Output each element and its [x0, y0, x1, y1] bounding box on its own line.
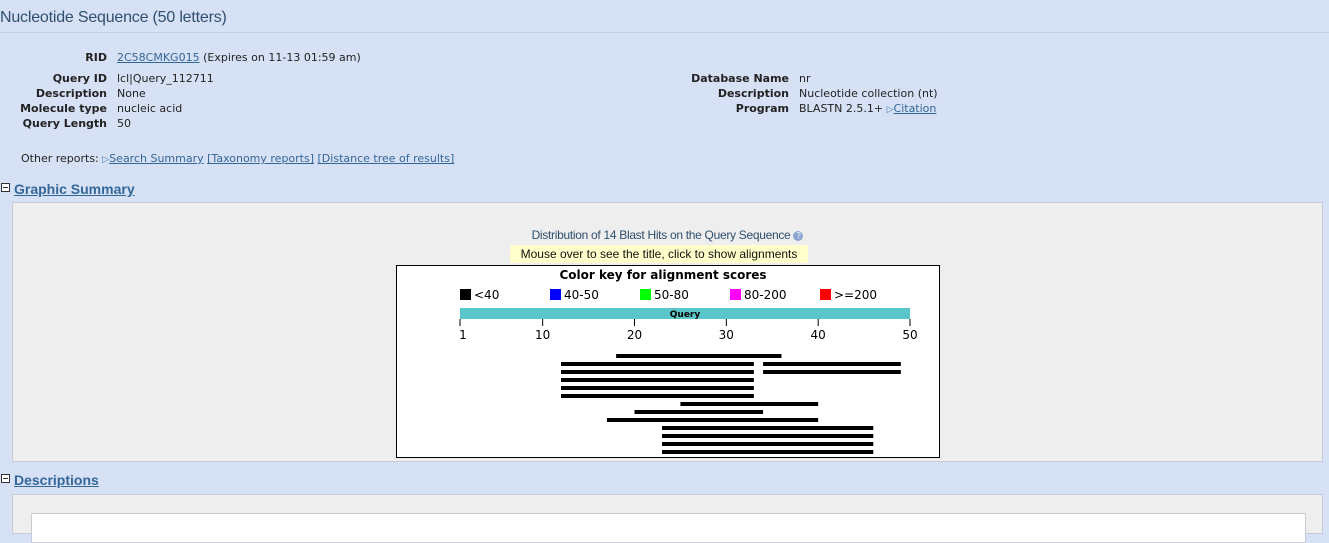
triangle-right-icon: ▷ [102, 155, 110, 165]
query-bar[interactable] [460, 308, 910, 319]
molecule-type-label: Molecule type [20, 102, 107, 115]
axis-tick-label: 10 [535, 328, 550, 342]
rid-link[interactable]: 2C58CMKG015 [117, 51, 200, 64]
alignment-hit-bar[interactable] [662, 434, 874, 438]
db-description-label: Description [717, 87, 789, 100]
color-key-label: 50-80 [654, 288, 689, 302]
query-bar-label: Query [670, 310, 701, 320]
alignment-hit-bar[interactable] [763, 370, 901, 374]
alignment-hit-bar[interactable] [561, 378, 754, 382]
program-value: BLASTN 2.5.1+ ▷Citation [799, 101, 936, 118]
triangle-right-icon: ▷ [886, 105, 894, 115]
color-key-swatch [550, 289, 561, 300]
color-key-label: 80-200 [744, 288, 787, 302]
database-name-value: nr [799, 72, 811, 85]
alignment-hit-bar[interactable] [561, 386, 754, 390]
taxonomy-reports-link[interactable]: [Taxonomy reports] [207, 152, 315, 165]
description-label: Description [35, 87, 107, 100]
descriptions-toggle[interactable]: Descriptions [14, 472, 99, 488]
axis-tick-label: 20 [627, 328, 642, 342]
alignment-hit-bar[interactable] [680, 402, 819, 406]
other-reports: Other reports: ▷Search Summary [Taxonomy… [21, 152, 454, 165]
axis-tick-label: 1 [459, 328, 467, 342]
color-key-label: >=200 [834, 288, 877, 302]
alignment-hit-bar[interactable] [561, 362, 754, 366]
alignment-chart: Color key for alignment scores <40 40-50 5… [396, 265, 940, 458]
alignment-hit-bar[interactable] [561, 394, 754, 398]
program-name: BLASTN 2.5.1+ [799, 102, 884, 115]
collapse-minus-icon[interactable] [1, 183, 10, 192]
axis-tick-label: 40 [811, 328, 826, 342]
mouse-over-hint: Mouse over to see the title, click to sh… [510, 245, 808, 263]
axis-tick-label: 30 [719, 328, 734, 342]
color-key-label: <40 [474, 288, 499, 302]
distance-tree-link[interactable]: [Distance tree of results] [317, 152, 455, 165]
alignment-hit-bar[interactable] [662, 442, 874, 446]
axis-tick-label: 50 [902, 328, 917, 342]
rid-label: RID [85, 51, 107, 64]
alignment-chart-svg: Color key for alignment scores <40 40-50 5… [459, 268, 918, 454]
program-label: Program [735, 102, 789, 115]
color-key-swatch [820, 289, 831, 300]
graphic-summary-toggle[interactable]: Graphic Summary [14, 181, 135, 197]
rid-value: 2C58CMKG015 (Expires on 11-13 01:59 am) [117, 50, 361, 65]
rid-expires: (Expires on 11-13 01:59 am) [203, 51, 361, 64]
collapse-minus-icon[interactable] [1, 474, 10, 483]
alignment-hit-bar[interactable] [662, 450, 874, 454]
help-icon[interactable]: ? [793, 230, 804, 241]
citation-link[interactable]: Citation [893, 102, 937, 115]
query-id-value: lcl|Query_112711 [117, 72, 214, 85]
query-id-label: Query ID [52, 72, 107, 85]
search-summary-link[interactable]: Search Summary [109, 152, 204, 165]
alignment-hit-bar[interactable] [561, 370, 754, 374]
color-key-label: 40-50 [564, 288, 599, 302]
alignment-hit-bar[interactable] [634, 410, 764, 414]
graphic-heading: Distribution of 14 Blast Hits on the Que… [13, 228, 1322, 242]
query-length-label: Query Length [22, 117, 107, 130]
color-key-swatch [640, 289, 651, 300]
alignment-hit-bar[interactable] [606, 418, 819, 422]
alignment-hit-bar[interactable] [763, 362, 901, 366]
alignment-hit-bar[interactable] [616, 354, 782, 358]
database-name-label: Database Name [691, 72, 789, 85]
graphic-summary-panel: Distribution of 14 Blast Hits on the Que… [12, 202, 1323, 462]
color-key-swatch [730, 289, 741, 300]
molecule-type-value: nucleic acid [117, 102, 183, 115]
db-description-value: Nucleotide collection (nt) [799, 87, 938, 100]
alignment-hit-bar[interactable] [662, 426, 874, 430]
descriptions-table [31, 513, 1306, 543]
other-reports-label: Other reports: [21, 152, 99, 165]
descriptions-panel [12, 494, 1323, 543]
description-value: None [117, 87, 146, 100]
color-key-swatch [460, 289, 471, 300]
page-title: Nucleotide Sequence (50 letters) [0, 0, 1329, 33]
query-length-value: 50 [117, 117, 131, 130]
color-key-title: Color key for alignment scores [559, 268, 766, 282]
distribution-heading: Distribution of 14 Blast Hits on the Que… [531, 228, 791, 242]
